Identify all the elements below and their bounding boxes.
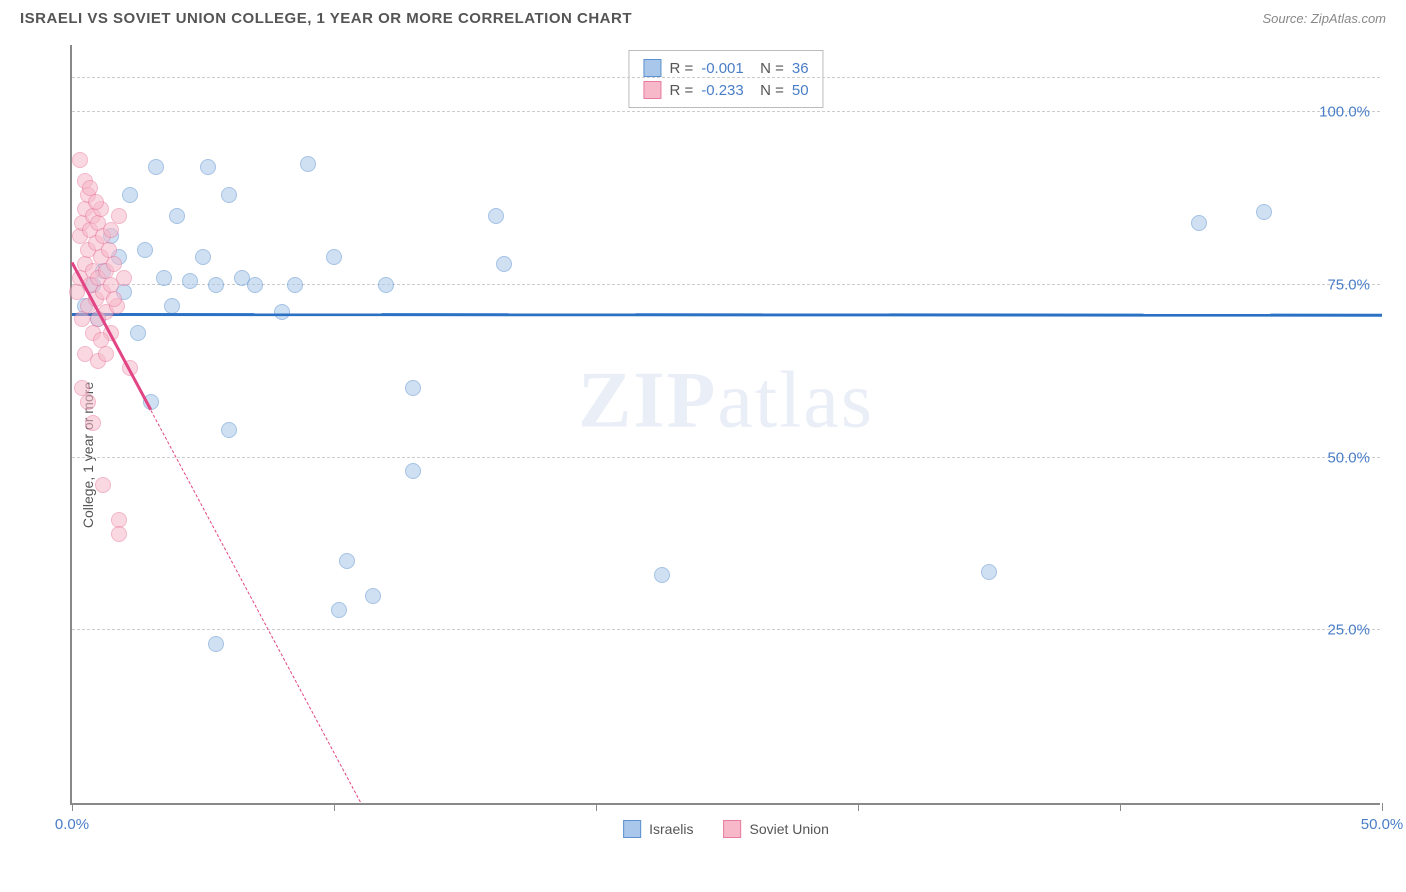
data-point xyxy=(156,270,172,286)
data-point xyxy=(137,242,153,258)
legend-label: Soviet Union xyxy=(749,821,828,837)
data-point xyxy=(195,249,211,265)
data-point xyxy=(85,415,101,431)
stats-row: R = -0.233 N = 50 xyxy=(643,79,808,101)
data-point xyxy=(103,222,119,238)
data-point xyxy=(654,567,670,583)
x-tick xyxy=(72,803,73,811)
watermark: ZIPatlas xyxy=(578,356,874,447)
legend-item: Israelis xyxy=(623,820,693,838)
data-point xyxy=(88,194,104,210)
data-point xyxy=(378,277,394,293)
data-point xyxy=(221,187,237,203)
data-point xyxy=(1256,204,1272,220)
data-point xyxy=(72,152,88,168)
data-point xyxy=(221,422,237,438)
data-point xyxy=(365,588,381,604)
data-point xyxy=(200,159,216,175)
data-point xyxy=(331,602,347,618)
stat-r-value: -0.233 xyxy=(701,82,744,99)
data-point xyxy=(496,256,512,272)
data-point xyxy=(208,636,224,652)
chart-title: ISRAELI VS SOVIET UNION COLLEGE, 1 YEAR … xyxy=(20,10,632,27)
data-point xyxy=(208,277,224,293)
data-point xyxy=(339,553,355,569)
data-point xyxy=(300,156,316,172)
data-point xyxy=(981,564,997,580)
stat-n-label: N = xyxy=(752,82,784,99)
data-point xyxy=(169,208,185,224)
y-tick-label: 25.0% xyxy=(1327,622,1370,639)
gridline xyxy=(72,77,1380,78)
stat-n-value: 36 xyxy=(792,60,809,77)
data-point xyxy=(111,208,127,224)
data-point xyxy=(488,208,504,224)
data-point xyxy=(95,477,111,493)
series-legend: Israelis Soviet Union xyxy=(623,820,829,838)
x-tick xyxy=(596,803,597,811)
trend-line xyxy=(72,313,1382,317)
stat-r-label: R = xyxy=(669,82,693,99)
data-point xyxy=(98,346,114,362)
data-point xyxy=(74,311,90,327)
y-tick-label: 50.0% xyxy=(1327,449,1370,466)
x-tick xyxy=(334,803,335,811)
stat-n-value: 50 xyxy=(792,82,809,99)
data-point xyxy=(405,463,421,479)
legend-swatch xyxy=(643,81,661,99)
chart-container: College, 1 year or more ZIPatlas R = -0.… xyxy=(50,45,1390,865)
data-point xyxy=(287,277,303,293)
source-label: Source: ZipAtlas.com xyxy=(1262,11,1386,26)
data-point xyxy=(106,291,122,307)
legend-swatch xyxy=(723,820,741,838)
legend-swatch xyxy=(643,59,661,77)
data-point xyxy=(80,394,96,410)
gridline xyxy=(72,284,1380,285)
legend-label: Israelis xyxy=(649,821,693,837)
gridline xyxy=(72,457,1380,458)
legend-item: Soviet Union xyxy=(723,820,828,838)
plot-area: ZIPatlas R = -0.001 N = 36 R = -0.233 N =… xyxy=(70,45,1380,805)
data-point xyxy=(122,187,138,203)
data-point xyxy=(116,270,132,286)
data-point xyxy=(130,325,146,341)
data-point xyxy=(148,159,164,175)
data-point xyxy=(326,249,342,265)
stat-r-label: R = xyxy=(669,60,693,77)
data-point xyxy=(106,256,122,272)
data-point xyxy=(111,526,127,542)
y-tick-label: 75.0% xyxy=(1327,276,1370,293)
stat-n-label: N = xyxy=(752,60,784,77)
y-tick-label: 100.0% xyxy=(1319,104,1370,121)
data-point xyxy=(182,273,198,289)
stat-r-value: -0.001 xyxy=(701,60,744,77)
data-point xyxy=(82,180,98,196)
x-tick-label: 0.0% xyxy=(55,816,89,833)
x-tick xyxy=(1120,803,1121,811)
data-point xyxy=(1191,215,1207,231)
data-point xyxy=(405,380,421,396)
gridline xyxy=(72,111,1380,112)
trend-line-dashed xyxy=(150,410,360,802)
data-point xyxy=(247,277,263,293)
stats-legend: R = -0.001 N = 36 R = -0.233 N = 50 xyxy=(628,50,823,108)
x-tick xyxy=(1382,803,1383,811)
x-tick-label: 50.0% xyxy=(1361,816,1404,833)
x-tick xyxy=(858,803,859,811)
legend-swatch xyxy=(623,820,641,838)
data-point xyxy=(164,298,180,314)
